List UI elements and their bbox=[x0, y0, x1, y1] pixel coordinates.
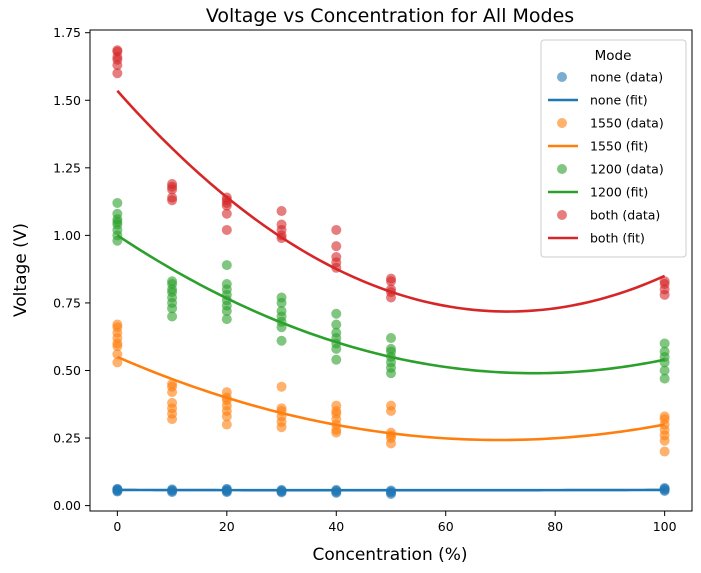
legend-marker bbox=[557, 118, 567, 128]
data-point bbox=[331, 225, 341, 235]
y-tick-label: 1.75 bbox=[53, 25, 81, 40]
data-point bbox=[167, 276, 177, 286]
data-point bbox=[660, 411, 670, 421]
legend-label: none (fit) bbox=[590, 93, 648, 108]
legend: Mode none (data) none (fit) 1550 (data) 155… bbox=[541, 40, 686, 257]
x-axis: 0 20 40 60 80 100 bbox=[113, 511, 676, 534]
data-point bbox=[222, 225, 232, 235]
chart-title: Voltage vs Concentration for All Modes bbox=[206, 5, 574, 27]
data-point bbox=[112, 45, 122, 55]
y-tick-label: 1.25 bbox=[53, 160, 81, 175]
data-point bbox=[277, 382, 287, 392]
legend-label: 1550 (fit) bbox=[590, 139, 648, 154]
data-point bbox=[112, 209, 122, 219]
legend-label: none (data) bbox=[590, 70, 663, 85]
y-axis: 0.00 0.25 0.50 0.75 1.00 1.25 1.50 1.75 bbox=[53, 25, 90, 513]
data-point bbox=[331, 401, 341, 411]
y-tick-label: 0.25 bbox=[53, 431, 81, 446]
data-point bbox=[277, 336, 287, 346]
data-point bbox=[386, 274, 396, 284]
y-axis-title: Voltage (V) bbox=[11, 223, 31, 317]
data-point bbox=[112, 198, 122, 208]
data-point bbox=[331, 241, 341, 251]
y-tick-label: 1.50 bbox=[53, 93, 81, 108]
data-point bbox=[331, 355, 341, 365]
y-tick-label: 1.00 bbox=[53, 228, 81, 243]
data-point bbox=[222, 279, 232, 289]
legend-marker bbox=[557, 164, 567, 174]
data-point bbox=[331, 309, 341, 319]
data-point bbox=[331, 252, 341, 262]
data-point bbox=[277, 206, 287, 216]
data-point bbox=[386, 344, 396, 354]
x-tick-label: 20 bbox=[219, 519, 235, 534]
legend-marker bbox=[557, 72, 567, 82]
x-tick-label: 60 bbox=[438, 519, 454, 534]
data-point bbox=[112, 320, 122, 330]
x-tick-label: 100 bbox=[653, 519, 677, 534]
data-point bbox=[386, 333, 396, 343]
data-point bbox=[277, 220, 287, 230]
x-tick-label: 0 bbox=[113, 519, 121, 534]
data-point bbox=[660, 483, 670, 493]
y-tick-label: 0.00 bbox=[53, 498, 81, 513]
legend-label: 1200 (fit) bbox=[590, 185, 648, 200]
data-point bbox=[167, 179, 177, 189]
data-point bbox=[167, 398, 177, 408]
data-point bbox=[660, 338, 670, 348]
data-point bbox=[331, 320, 341, 330]
x-tick-label: 80 bbox=[547, 519, 563, 534]
legend-label: both (data) bbox=[590, 208, 660, 223]
legend-label: 1550 (data) bbox=[590, 116, 664, 131]
data-point bbox=[386, 401, 396, 411]
y-tick-label: 0.50 bbox=[53, 363, 81, 378]
series-none bbox=[112, 483, 669, 499]
legend-label: 1200 (data) bbox=[590, 162, 664, 177]
legend-marker bbox=[557, 210, 567, 220]
data-point bbox=[222, 260, 232, 270]
x-axis-title: Concentration (%) bbox=[312, 545, 467, 565]
data-point bbox=[277, 293, 287, 303]
legend-title: Mode bbox=[595, 48, 632, 64]
legend-label: both (fit) bbox=[590, 231, 645, 246]
y-tick-label: 0.75 bbox=[53, 295, 81, 310]
data-point bbox=[660, 447, 670, 457]
x-tick-label: 40 bbox=[328, 519, 344, 534]
